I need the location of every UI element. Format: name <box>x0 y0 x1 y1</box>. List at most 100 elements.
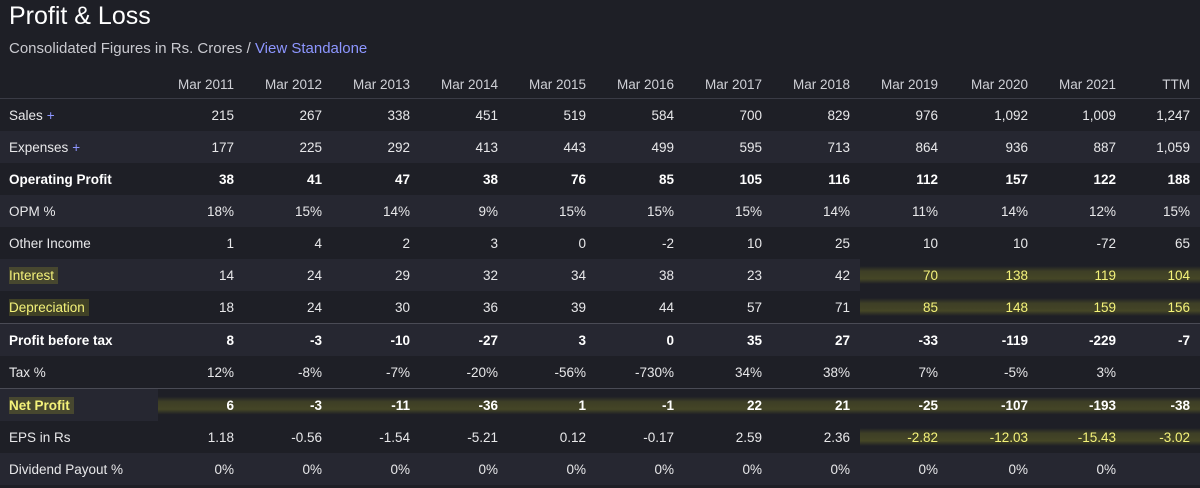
table-cell: -3.02 <box>1126 421 1200 453</box>
table-cell: 15% <box>596 195 684 227</box>
table-cell: 976 <box>915 107 938 123</box>
table-row: Expenses +177 225 292 413 443 499 595 713 864 936 8… <box>0 131 1200 163</box>
column-header: Mar 2016 <box>596 70 684 99</box>
table-cell: 0% <box>596 453 684 485</box>
table-cell: 70 <box>860 259 948 291</box>
column-header: Mar 2019 <box>860 70 948 99</box>
view-standalone-link[interactable]: View Standalone <box>254 40 368 57</box>
table-cell: 2 <box>402 235 410 251</box>
table-cell: -12.03 <box>948 421 1038 453</box>
table-cell: -730% <box>634 364 674 380</box>
expand-plus-icon[interactable]: + <box>72 139 81 155</box>
table-cell: 0% <box>1038 453 1126 485</box>
table-cell: 138 <box>948 259 1038 291</box>
table-cell: -1.54 <box>379 429 410 445</box>
table-cell: 14 <box>158 259 244 291</box>
table-cell: 595 <box>684 131 772 163</box>
table-cell: 76 <box>570 171 586 187</box>
table-cell: 105 <box>739 171 762 187</box>
table-cell: 451 <box>475 107 498 123</box>
row-label-cell: Depreciation <box>0 291 158 324</box>
table-cell: 0% <box>684 453 772 485</box>
expand-plus-icon[interactable]: + <box>46 107 55 123</box>
table-cell: 157 <box>1005 171 1028 187</box>
table-cell: 30 <box>394 299 410 315</box>
table-cell: 25 <box>834 235 850 251</box>
row-label: Dividend Payout % <box>9 461 124 477</box>
table-cell: 1,247 <box>1156 107 1190 123</box>
row-label-cell[interactable]: Sales + <box>0 99 158 132</box>
table-cell: 1,059 <box>1126 131 1200 163</box>
table-cell: 112 <box>916 171 938 187</box>
table-cell: 116 <box>828 171 850 187</box>
table-cell: -0.56 <box>291 429 322 445</box>
table-cell: 215 <box>211 107 234 123</box>
table-cell: 38 <box>596 259 684 291</box>
table-row: Sales +215 267 338 451 519 584 700 829 976 1,092 1,… <box>0 99 1200 132</box>
table-cell: 0% <box>772 453 860 485</box>
table-cell: 864 <box>860 131 948 163</box>
table-cell: 22 <box>684 388 772 421</box>
table-cell: 23 <box>684 259 772 291</box>
table-cell: -229 <box>1038 323 1126 356</box>
table-cell: -38 <box>1126 388 1200 421</box>
table-cell: 292 <box>332 131 420 163</box>
table-cell: 27 <box>772 323 860 356</box>
table-cell: -25 <box>860 388 948 421</box>
table-cell: 119 <box>1038 259 1126 291</box>
table-cell: 0% <box>948 453 1038 485</box>
table-cell: 148 <box>948 291 1038 324</box>
table-cell: 85 <box>860 291 948 324</box>
table-cell: 0% <box>332 453 420 485</box>
row-label-cell[interactable]: Expenses + <box>0 131 158 163</box>
table-cell: 104 <box>1126 259 1200 291</box>
page-title: Profit & Loss <box>9 2 151 30</box>
table-cell: 36 <box>482 299 498 315</box>
table-cell: 713 <box>772 131 860 163</box>
table-cell: 1,092 <box>994 107 1028 123</box>
table-cell: 34% <box>734 364 762 380</box>
table-cell: -3 <box>244 388 332 421</box>
table-cell: -10 <box>332 323 420 356</box>
table-cell: 519 <box>563 107 586 123</box>
table-cell: -107 <box>948 388 1038 421</box>
table-cell: 15% <box>244 195 332 227</box>
table-cell: 156 <box>1126 291 1200 324</box>
table-row: Other Income 1 4 2 3 0 -2 10 25 10 10 -72 65 <box>0 227 1200 259</box>
row-label: Sales <box>9 107 43 123</box>
table-cell: 8 <box>158 323 244 356</box>
table-cell: 700 <box>739 107 762 123</box>
header-row: Mar 2011 Mar 2012 Mar 2013 Mar 2014 Mar … <box>0 70 1200 99</box>
table-cell: 38% <box>822 364 850 380</box>
table-cell: -56% <box>554 364 586 380</box>
column-header: Mar 2014 <box>420 70 508 99</box>
table-cell: 15% <box>508 195 596 227</box>
table-cell: -5% <box>1003 364 1028 380</box>
table-cell: 32 <box>420 259 508 291</box>
table-cell: -5.21 <box>467 429 498 445</box>
table-cell: 499 <box>596 131 684 163</box>
table-cell: 413 <box>420 131 508 163</box>
table-cell: -2.82 <box>860 421 948 453</box>
profit-loss-table: Mar 2011 Mar 2012 Mar 2013 Mar 2014 Mar … <box>0 70 1200 485</box>
table-cell: 14% <box>772 195 860 227</box>
column-header: Mar 2017 <box>684 70 772 99</box>
table-cell: 39 <box>570 299 586 315</box>
corner-cell <box>0 70 158 99</box>
table-cell: 188 <box>1167 171 1190 187</box>
table-cell: 6 <box>158 388 244 421</box>
row-label: EPS in Rs <box>9 429 71 445</box>
row-label-cell: OPM % <box>0 195 158 227</box>
table-cell: 34 <box>508 259 596 291</box>
table-cell: 177 <box>158 131 244 163</box>
column-header: Mar 2011 <box>158 70 244 99</box>
table-cell: 0% <box>158 453 244 485</box>
table-cell: -7 <box>1126 323 1200 356</box>
row-label: Expenses <box>9 139 69 155</box>
table-cell: 18% <box>158 195 244 227</box>
column-header: Mar 2012 <box>244 70 332 99</box>
table-cell: 4 <box>314 235 322 251</box>
row-label: Depreciation <box>9 298 89 316</box>
table-cell: -72 <box>1096 235 1116 251</box>
column-header: TTM <box>1126 70 1200 99</box>
